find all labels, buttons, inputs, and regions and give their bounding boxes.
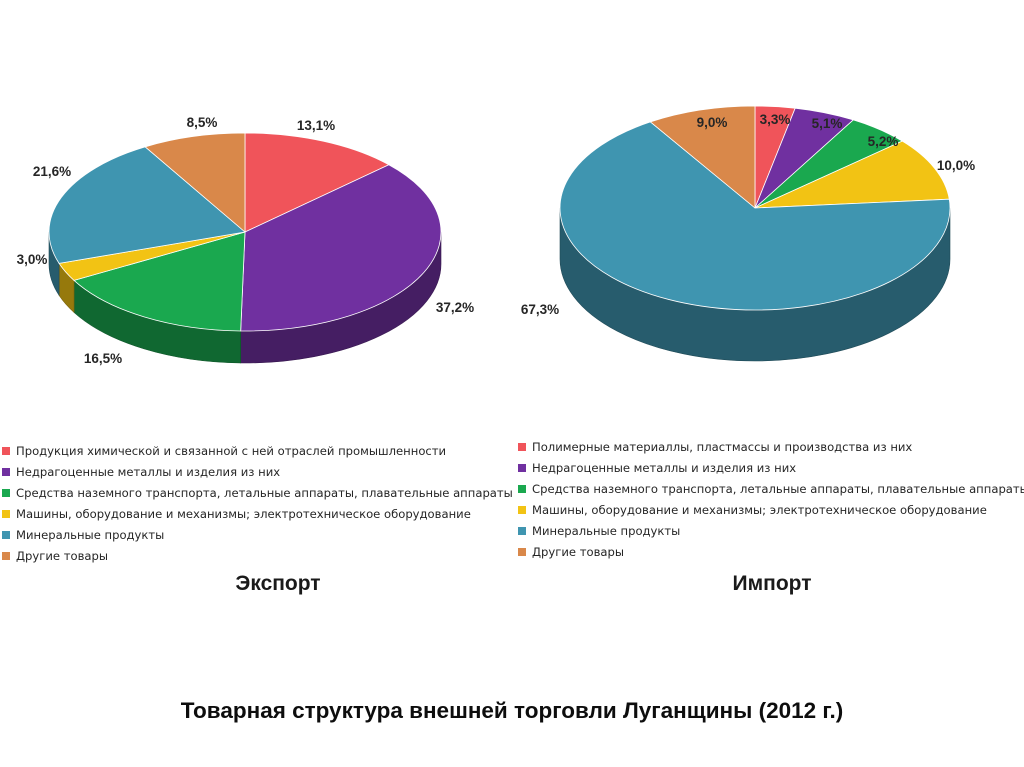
- pie-slice-3: [73, 231, 246, 332]
- data-label-4: 3,0%: [17, 252, 48, 267]
- page-title: Товарная структура внешней торговли Луга…: [180, 698, 844, 723]
- data-label-3: 5,2%: [868, 134, 899, 149]
- legend-item: Другие товары: [518, 541, 1024, 562]
- legend-label: Другие товары: [532, 544, 625, 559]
- legend-item: Другие товары: [2, 545, 513, 566]
- legend-swatch: [518, 442, 526, 451]
- data-label-5: 21,6%: [33, 164, 71, 179]
- pie-slice-5: [48, 146, 246, 264]
- legend-label: Другие товары: [16, 548, 109, 563]
- export-legend: Продукция химической и связанной с ней о…: [2, 440, 513, 566]
- data-label-4: 10,0%: [937, 158, 975, 173]
- data-label-1: 13,1%: [297, 118, 335, 133]
- data-label-3: 16,5%: [84, 351, 122, 366]
- legend-item: Машины, оборудование и механизмы; электр…: [518, 499, 1024, 520]
- pie-slice-5: [559, 121, 951, 311]
- pie-slice-6: [144, 132, 246, 233]
- legend-label: Минеральные продукты: [532, 523, 681, 538]
- export-pie: 13,1% 37,2% 16,5% 3,0% 21,6% 8,5%: [17, 115, 475, 366]
- pie-slice-2: [240, 164, 442, 332]
- legend-label: Минеральные продукты: [16, 527, 165, 542]
- legend-swatch: [518, 547, 526, 556]
- legend-label: Недрагоценные металлы и изделия из них: [532, 460, 797, 475]
- legend-swatch: [2, 488, 10, 497]
- pie-slice-1: [244, 132, 390, 233]
- legend-label: Средства наземного транспорта, летальные…: [532, 481, 1024, 496]
- pie-slice-4: [754, 140, 950, 209]
- legend-swatch: [518, 484, 526, 493]
- data-label-5: 67,3%: [521, 302, 559, 317]
- legend-item: Минеральные продукты: [518, 520, 1024, 541]
- legend-item: Средства наземного транспорта, летальные…: [2, 482, 513, 503]
- legend-swatch: [2, 509, 10, 518]
- legend-swatch: [2, 551, 10, 560]
- import-pie: 3,3% 5,1% 5,2% 10,0% 67,3% 9,0%: [521, 105, 975, 362]
- data-label-6: 8,5%: [187, 115, 218, 130]
- legend-item: Машины, оборудование и механизмы; электр…: [2, 503, 513, 524]
- legend-label: Продукция химической и связанной с ней о…: [16, 443, 447, 458]
- legend-label: Полимерные материаллы, пластмассы и прои…: [532, 439, 913, 454]
- legend-label: Машины, оборудование и механизмы; электр…: [532, 502, 987, 517]
- data-label-2: 37,2%: [436, 300, 474, 315]
- legend-swatch: [518, 463, 526, 472]
- import-legend: Полимерные материаллы, пластмассы и прои…: [518, 436, 1024, 562]
- pie-slice-6: [650, 105, 756, 209]
- legend-label: Недрагоценные металлы и изделия из них: [16, 464, 281, 479]
- legend-item: Полимерные материаллы, пластмассы и прои…: [518, 436, 1024, 457]
- legend-item: Недрагоценные металлы и изделия из них: [518, 457, 1024, 478]
- legend-item: Минеральные продукты: [2, 524, 513, 545]
- legend-item: Продукция химической и связанной с ней о…: [2, 440, 513, 461]
- legend-swatch: [2, 446, 10, 455]
- export-subtitle: Экспорт: [235, 572, 321, 595]
- data-label-1: 3,3%: [760, 112, 791, 127]
- legend-item: Недрагоценные металлы и изделия из них: [2, 461, 513, 482]
- import-subtitle: Импорт: [732, 572, 812, 595]
- legend-label: Средства наземного транспорта, летальные…: [16, 485, 513, 500]
- legend-item: Средства наземного транспорта, летальные…: [518, 478, 1024, 499]
- data-label-2: 5,1%: [812, 116, 843, 131]
- data-label-6: 9,0%: [697, 115, 728, 130]
- legend-label: Машины, оборудование и механизмы; электр…: [16, 506, 471, 521]
- legend-swatch: [518, 505, 526, 514]
- legend-swatch: [2, 530, 10, 539]
- pie-charts-area: 13,1% 37,2% 16,5% 3,0% 21,6% 8,5% 3,3% 5,1% 5,2…: [17, 105, 975, 366]
- legend-swatch: [2, 467, 10, 476]
- legend-swatch: [518, 526, 526, 535]
